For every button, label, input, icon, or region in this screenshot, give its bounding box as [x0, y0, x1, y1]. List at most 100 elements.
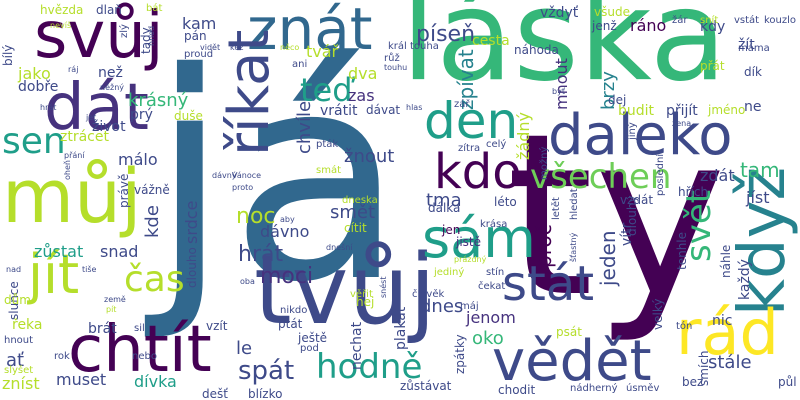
word-oko: oko	[472, 328, 504, 349]
word-vstat: vstát	[734, 15, 760, 26]
word-tenhle: tenhle	[675, 231, 689, 270]
word-cas: čas	[124, 259, 185, 300]
word-zpatky: zpátky	[453, 334, 467, 374]
word-jit: jít	[28, 243, 80, 306]
word-ani: ani	[292, 59, 308, 70]
word-cely: celý	[486, 139, 507, 150]
word-znat: znát	[247, 0, 373, 63]
word-le: le	[236, 338, 253, 359]
word-velky: velký	[651, 298, 665, 330]
word-jediny: jediný	[434, 267, 465, 278]
word-dum: dům	[4, 293, 31, 307]
word-pan: pán	[184, 29, 207, 43]
word-prazdny: prázdný	[454, 255, 487, 264]
word-posledni: poslední	[655, 153, 666, 196]
word-rok: rok	[54, 351, 70, 362]
word-cekat: čekat	[478, 281, 506, 292]
word-cesta: cesta	[472, 33, 510, 49]
word-chodit: chodit	[498, 383, 536, 397]
word-mama: máma	[738, 43, 770, 54]
word-pry: prý	[130, 107, 153, 123]
word-svuj: svůj	[34, 0, 164, 73]
word-zeme: země	[104, 295, 126, 304]
word-jist: jíst	[746, 188, 770, 207]
word-ptak: pták	[316, 139, 339, 150]
word-jeden: jeden	[596, 230, 620, 286]
word-mozny: možný	[539, 146, 550, 180]
word-dat: dát	[44, 71, 149, 145]
word-nahle: náhle	[719, 244, 733, 278]
word-nevis: nevíš	[50, 21, 72, 30]
word-laska: láska	[401, 0, 727, 109]
word-kdy: kdy	[700, 19, 726, 35]
word-tvar: tvář	[306, 42, 339, 61]
word-vazne: vážně	[134, 183, 170, 197]
word-bily: bílý	[1, 44, 15, 66]
word-plakat: plakat	[393, 306, 409, 350]
word-letet: letět	[551, 197, 562, 220]
word-zdat: zdát	[700, 166, 735, 185]
word-davno: dávno	[260, 222, 310, 241]
word-pit: pít	[106, 305, 117, 314]
word-hlas: hlas	[406, 103, 423, 112]
word-zadny: žádný	[514, 112, 533, 160]
word-sil: sil	[134, 323, 145, 334]
word-dlouho: dlouho	[185, 247, 199, 288]
word-mnout: mnout	[552, 58, 571, 110]
word-leto: léto	[494, 195, 517, 209]
word-ted: teď	[300, 71, 353, 109]
word-tady: tady	[139, 27, 153, 54]
word-tvuj: tvůj	[254, 234, 436, 346]
word-jen: jen	[442, 223, 461, 237]
word-dlouhy: dlouhý	[625, 195, 639, 236]
word-dalka: dálka	[428, 201, 461, 215]
word-nic: nic	[712, 313, 733, 329]
word-slyset: slyšet	[4, 365, 34, 376]
word-noc: noc	[236, 204, 276, 229]
word-tise: tiše	[82, 265, 97, 274]
word-dobre: dobře	[18, 79, 59, 95]
word-stastny: šťastný	[569, 232, 578, 262]
word-vzit: vzít	[206, 319, 228, 333]
word-nebo: nebo	[132, 351, 157, 362]
word-touha: touha	[410, 41, 439, 52]
word-hej: hej	[356, 295, 375, 309]
word-videt: vidět	[200, 43, 221, 52]
word-at: ať	[6, 350, 25, 371]
word-zivot: život	[92, 119, 126, 135]
word-dej: dej	[608, 93, 627, 107]
word-vzdat: vzdát	[620, 193, 654, 207]
word-hrat: hrát	[238, 242, 284, 267]
word-daleko: daleko	[548, 103, 733, 168]
word-raj: ráj	[68, 65, 79, 74]
word-nezny: něžný	[100, 83, 124, 92]
word-jet: jet	[86, 113, 97, 122]
word-krasny: krásný	[128, 90, 189, 111]
word-nad: nad	[6, 265, 22, 274]
word-prat: přát	[700, 59, 725, 73]
word-kdo: kdo	[434, 144, 522, 200]
word-prave: právě	[117, 173, 131, 208]
word-nechat: nechat	[349, 321, 365, 370]
word-usmev: úsměv	[626, 383, 660, 394]
word-pul: půl	[778, 375, 797, 389]
word-zit: žít	[738, 37, 755, 53]
word-blizko: blízko	[248, 387, 283, 400]
word-kde: kde	[142, 205, 163, 238]
word-touhu: touhu	[384, 63, 408, 72]
word-dnesni: dnešní	[326, 243, 353, 252]
word-hvezda: hvězda	[40, 3, 84, 17]
word-hrich: hřích	[678, 185, 709, 199]
word-bez: bez	[682, 375, 704, 389]
word-krasa: krása	[480, 219, 508, 230]
word-kez: kéž	[230, 43, 244, 52]
word-ja: já	[150, 13, 405, 345]
word-sen: sen	[2, 121, 66, 162]
word-psat: psát	[556, 325, 582, 339]
word-zar2: žár	[672, 15, 688, 26]
word-nez: než	[98, 65, 123, 81]
word-ruz: růž	[384, 53, 400, 64]
word-nahoda: náhoda	[514, 43, 559, 57]
word-zar: zář	[454, 99, 470, 110]
